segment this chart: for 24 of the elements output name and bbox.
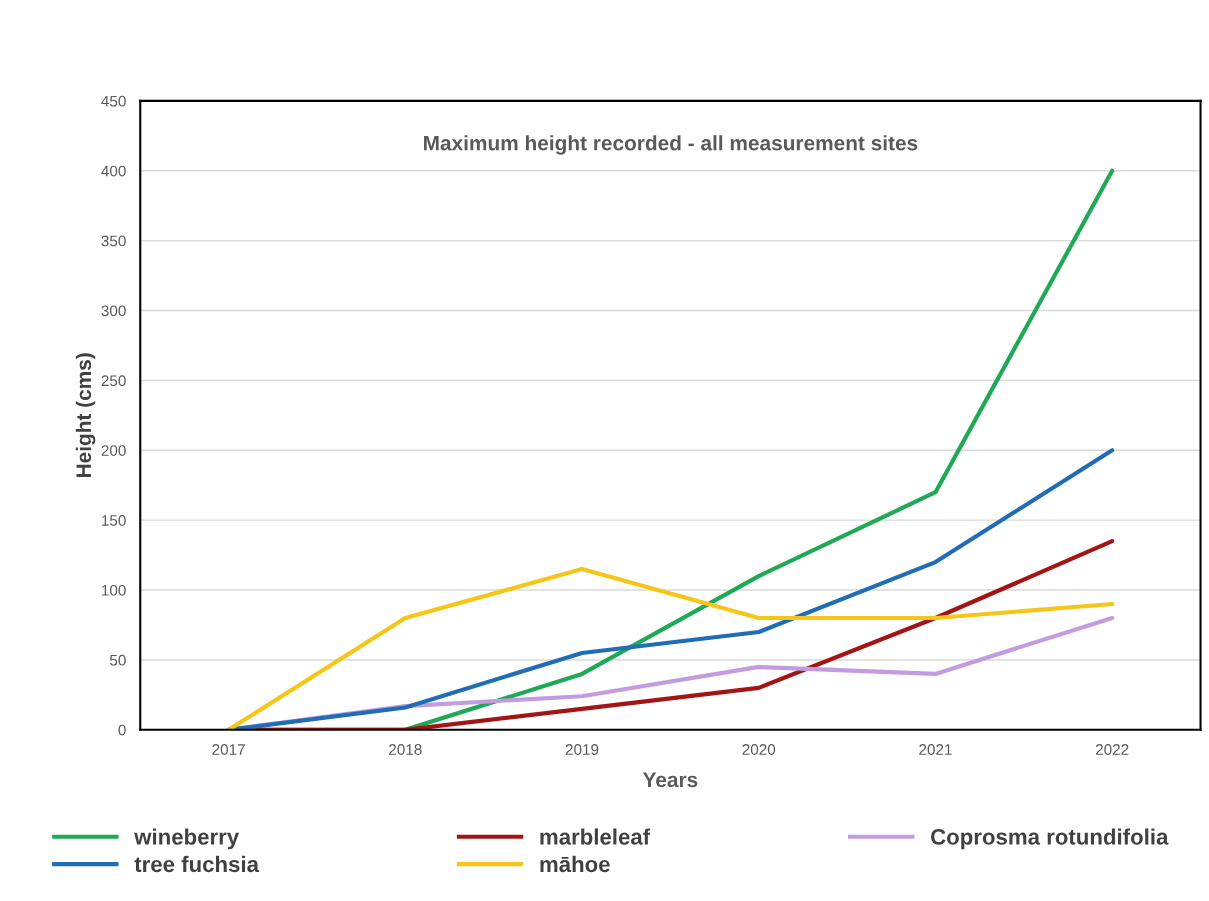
- y-tick-label: 100: [102, 584, 126, 596]
- y-tick-label: 0: [118, 724, 126, 736]
- x-tick-label: 2021: [919, 744, 952, 755]
- y-tick-label: 300: [101, 305, 126, 317]
- y-tick-label: 450: [101, 95, 126, 107]
- x-tick-label: 2017: [212, 744, 245, 755]
- legend-label: māhoe: [540, 855, 610, 873]
- y-tick-label: 400: [101, 165, 126, 177]
- legend-label: wineberry: [134, 828, 240, 850]
- legend-label: marbleleaf: [540, 828, 651, 845]
- y-tick-label: 350: [101, 235, 126, 247]
- y-tick-label: 250: [101, 375, 126, 387]
- y-axis-title: Height (cms): [75, 353, 96, 478]
- text: Maximum height recorded - all measurement sites: [424, 135, 918, 155]
- legend-label: tree fuchsia: [134, 855, 260, 873]
- y-tick-label: 150: [102, 515, 126, 526]
- x-tick-label: 2020: [742, 744, 776, 755]
- y-tick-label: 50: [109, 654, 126, 666]
- legend-label: Coprosma rotundifolia: [931, 828, 1169, 850]
- x-tick-label: 2019: [565, 744, 599, 755]
- y-tick-label: 200: [101, 445, 126, 456]
- x-tick-label: 2022: [1095, 744, 1129, 755]
- x-axis-title: Years: [642, 772, 698, 788]
- x-tick-label: 2018: [389, 744, 422, 755]
